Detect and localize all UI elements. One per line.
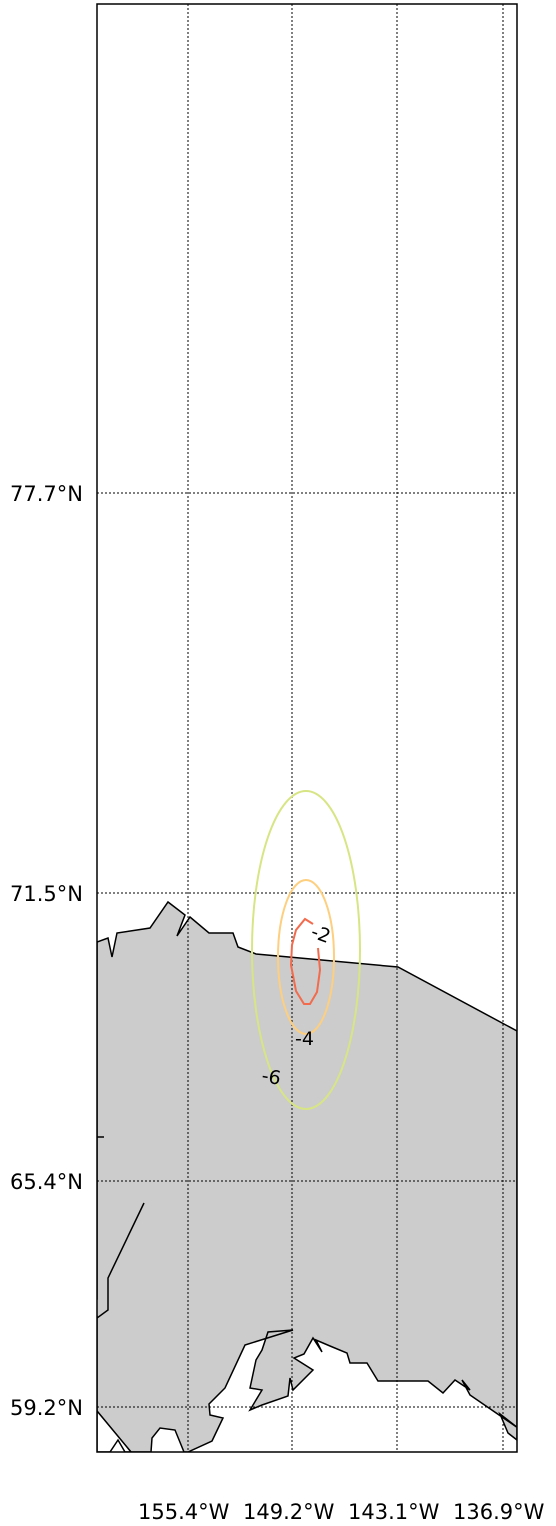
contour-layer — [251, 790, 361, 1110]
map-frame — [96, 3, 518, 1453]
land-strip-west — [97, 1295, 108, 1316]
latitude-labels: 77.7°N 71.5°N 65.4°N 59.2°N — [10, 482, 83, 1420]
contour-line-minus-6 — [251, 790, 361, 1110]
contour-label-minus-6: -6 — [260, 1065, 282, 1090]
contour-label-minus-2: -2 — [308, 921, 333, 948]
lat-label-59-2n: 59.2°N — [10, 1396, 83, 1420]
contour-label-minus-4: -4 — [295, 1028, 314, 1050]
lon-label-149-2w: 149.2°W — [243, 1500, 335, 1524]
lat-label-77-7n: 77.7°N — [10, 482, 83, 506]
water-cutout-south — [97, 1409, 132, 1452]
land-layer — [97, 900, 517, 1452]
longitude-labels: 155.4°W 149.2°W 143.1°W 136.9°W — [138, 1500, 545, 1524]
lon-label-136-9w: 136.9°W — [453, 1500, 545, 1524]
lat-label-71-5n: 71.5°N — [10, 882, 83, 906]
coast-inlet-line — [97, 1202, 145, 1319]
lon-label-155-4w: 155.4°W — [138, 1500, 230, 1524]
contour-line-minus-4 — [277, 879, 335, 1035]
land-mainland — [97, 900, 517, 1452]
lat-label-65-4n: 65.4°N — [10, 1170, 83, 1194]
contour-line-minus-2 — [289, 917, 322, 1005]
graticule — [97, 4, 517, 1452]
lon-label-143-1w: 143.1°W — [348, 1500, 440, 1524]
